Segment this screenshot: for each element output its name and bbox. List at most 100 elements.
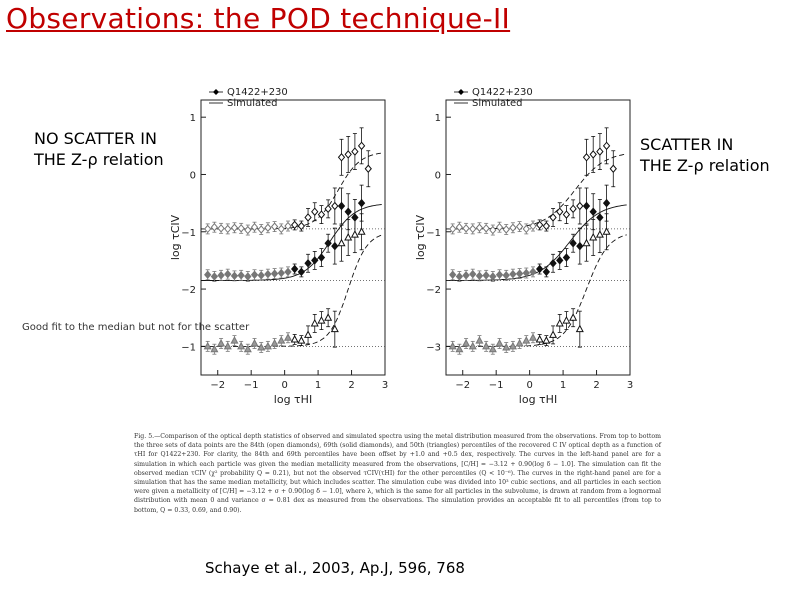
data-point-84th <box>462 224 470 233</box>
data-point-84th <box>482 224 490 233</box>
data-point-50th <box>223 341 232 350</box>
data-point-69th <box>270 269 279 278</box>
data-point-84th <box>529 221 537 231</box>
data-point-84th <box>311 207 319 216</box>
data-point-84th <box>291 220 299 230</box>
data-point-69th <box>589 207 597 216</box>
data-point-69th <box>217 271 225 280</box>
x-tick-label: 3 <box>382 380 388 391</box>
right-annotation-line1: SCATTER IN <box>640 135 734 154</box>
data-point-69th <box>357 198 366 208</box>
model-curve <box>446 234 627 347</box>
data-point-84th <box>509 223 517 233</box>
data-point-84th <box>351 147 359 156</box>
data-point-84th <box>244 225 252 235</box>
data-point-84th <box>582 153 591 162</box>
data-point-69th <box>224 269 232 279</box>
data-point-50th <box>310 318 319 327</box>
data-point-69th <box>449 270 457 280</box>
data-point-69th <box>455 272 464 281</box>
data-point-50th <box>344 232 353 241</box>
data-point-69th <box>264 269 272 279</box>
data-point-84th <box>331 201 339 211</box>
data-point-50th <box>535 334 544 343</box>
data-point-69th <box>529 267 537 277</box>
left-annotation: NO SCATTER IN THE Z-ρ relation <box>34 128 164 170</box>
data-point-84th <box>324 204 332 214</box>
fit-note: Good fit to the median but not for the s… <box>22 322 250 333</box>
data-point-50th <box>297 336 306 344</box>
x-axis-label: log τHI <box>519 393 557 406</box>
data-point-50th <box>243 344 252 353</box>
data-point-84th <box>569 204 577 214</box>
data-point-50th <box>290 334 299 343</box>
model-curve <box>446 204 627 281</box>
data-point-69th <box>237 271 245 280</box>
data-point-84th <box>495 222 504 232</box>
data-point-50th <box>508 341 517 350</box>
slide-title: Observations: the POD technique-II <box>6 2 511 35</box>
data-point-50th <box>495 338 504 347</box>
data-point-50th <box>575 324 584 333</box>
citation: Schaye et al., 2003, Ap.J, 596, 768 <box>205 559 465 577</box>
data-point-50th <box>528 333 538 341</box>
data-point-69th <box>317 253 326 262</box>
data-point-69th <box>509 269 517 279</box>
data-point-69th <box>462 271 470 280</box>
data-point-50th <box>482 341 491 350</box>
data-point-50th <box>595 230 604 238</box>
x-tick-label: 2 <box>593 380 599 391</box>
data-point-50th <box>217 338 226 347</box>
data-point-84th <box>270 222 279 231</box>
data-point-84th <box>230 223 239 233</box>
data-point-69th <box>244 272 252 281</box>
y-tick-label: −1 <box>426 228 441 239</box>
y-tick-label: 1 <box>190 113 196 124</box>
data-point-69th <box>304 259 312 268</box>
data-point-84th <box>596 147 604 156</box>
y-tick-label: −1 <box>181 342 196 353</box>
data-point-50th <box>250 338 259 347</box>
data-point-84th <box>469 224 477 234</box>
data-point-69th <box>556 256 564 265</box>
data-point-50th <box>475 336 484 344</box>
data-point-69th <box>502 271 510 280</box>
data-point-50th <box>549 330 558 338</box>
data-point-69th <box>250 270 259 280</box>
data-point-84th <box>297 221 306 231</box>
x-tick-label: −1 <box>244 380 259 391</box>
data-point-50th <box>337 238 346 247</box>
y-tick-label: 0 <box>435 170 441 181</box>
x-tick-label: −1 <box>489 380 504 391</box>
data-point-69th <box>602 198 611 208</box>
y-tick-label: −2 <box>181 285 196 296</box>
x-tick-label: 0 <box>281 380 287 391</box>
data-point-50th <box>542 336 551 344</box>
y-tick-label: 0 <box>190 170 196 181</box>
data-point-50th <box>515 338 524 347</box>
data-point-69th <box>536 264 544 274</box>
model-curve <box>446 153 627 230</box>
x-tick-label: −2 <box>210 380 225 391</box>
data-point-84th <box>549 213 557 222</box>
data-point-50th <box>555 318 564 327</box>
figure-caption: Fig. 5.—Comparison of the optical depth … <box>134 433 661 514</box>
data-point-50th <box>569 313 578 321</box>
data-point-69th <box>522 268 530 278</box>
data-point-69th <box>469 269 477 279</box>
data-point-84th <box>536 220 544 230</box>
data-point-50th <box>324 313 333 321</box>
data-point-69th <box>230 271 239 281</box>
model-curve <box>201 152 382 230</box>
data-point-50th <box>488 344 497 353</box>
data-point-69th <box>331 241 339 251</box>
data-point-50th <box>203 341 212 350</box>
data-point-84th <box>257 225 265 234</box>
right-annotation: SCATTER IN THE Z-ρ relation <box>640 134 770 176</box>
data-point-50th <box>462 338 471 347</box>
data-point-84th <box>277 224 285 234</box>
data-point-84th <box>304 213 312 222</box>
legend-observed: Q1422+230 <box>472 87 533 98</box>
data-point-69th <box>495 270 504 280</box>
x-tick-label: 3 <box>627 380 633 391</box>
